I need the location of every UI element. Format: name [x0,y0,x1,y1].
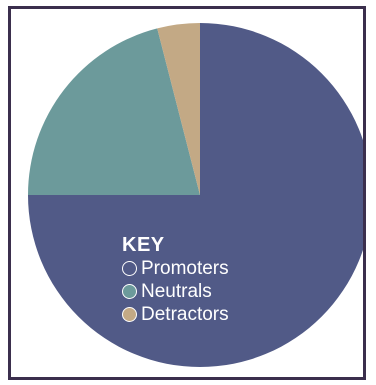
pie-chart [28,23,363,367]
legend-item-neutrals: Neutrals [122,280,229,303]
legend-item-promoters: Promoters [122,257,229,280]
pie-slice-neutrals [28,28,200,195]
legend-swatch-neutrals [122,284,137,299]
legend-swatch-detractors [122,307,137,322]
legend-title: KEY [122,234,165,256]
legend-item-detractors: Detractors [122,303,229,326]
legend-label-promoters: Promoters [141,257,229,279]
pie-slice-detractors [157,23,200,195]
legend-label-neutrals: Neutrals [141,280,212,302]
legend: KEY Promoters Neutrals Detractors [122,234,229,326]
legend-label-detractors: Detractors [141,303,229,325]
chart-frame: KEY Promoters Neutrals Detractors [8,6,366,380]
legend-swatch-promoters [122,261,137,276]
